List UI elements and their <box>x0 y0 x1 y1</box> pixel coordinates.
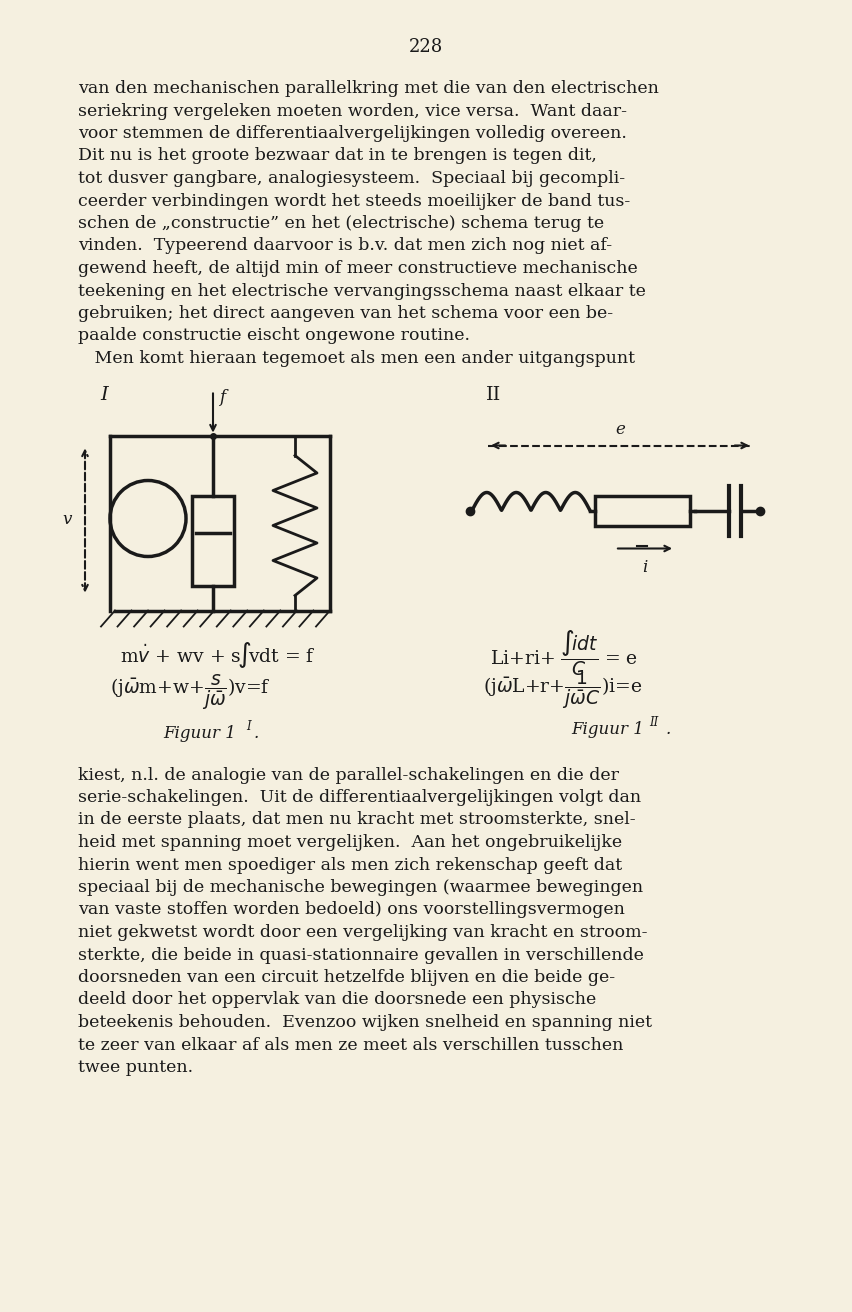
Text: I: I <box>100 386 107 404</box>
Text: Figuur 1: Figuur 1 <box>572 720 644 737</box>
Text: niet gekwetst wordt door een vergelijking van kracht en stroom-: niet gekwetst wordt door een vergelijkin… <box>78 924 648 941</box>
Text: ceerder verbindingen wordt het steeds moeilijker de band tus-: ceerder verbindingen wordt het steeds mo… <box>78 193 630 210</box>
Text: II: II <box>649 716 659 729</box>
Text: in de eerste plaats, dat men nu kracht met stroomsterkte, snel-: in de eerste plaats, dat men nu kracht m… <box>78 812 636 828</box>
Text: II: II <box>486 386 501 404</box>
Text: .: . <box>666 720 671 737</box>
Text: Li+ri+ $\dfrac{\int\!idt}{C}$ = e: Li+ri+ $\dfrac{\int\!idt}{C}$ = e <box>490 628 638 678</box>
Text: teekening en het electrische vervangingsschema naast elkaar te: teekening en het electrische vervangings… <box>78 282 646 299</box>
Text: heid met spanning moet vergelijken.  Aan het ongebruikelijke: heid met spanning moet vergelijken. Aan … <box>78 834 622 851</box>
Text: hierin went men spoediger als men zich rekenschap geeft dat: hierin went men spoediger als men zich r… <box>78 857 622 874</box>
Text: .: . <box>254 724 259 741</box>
Text: f: f <box>219 388 225 405</box>
Text: Figuur 1: Figuur 1 <box>164 724 237 741</box>
Text: 228: 228 <box>409 38 443 56</box>
Text: vinden.  Typeerend daarvoor is b.v. dat men zich nog niet af-: vinden. Typeerend daarvoor is b.v. dat m… <box>78 237 612 255</box>
Text: beteekenis behouden.  Evenzoo wijken snelheid en spanning niet: beteekenis behouden. Evenzoo wijken snel… <box>78 1014 652 1031</box>
Text: v: v <box>62 512 72 529</box>
Text: gebruiken; het direct aangeven van het schema voor een be-: gebruiken; het direct aangeven van het s… <box>78 304 613 321</box>
Text: speciaal bij de mechanische bewegingen (waarmee bewegingen: speciaal bij de mechanische bewegingen (… <box>78 879 643 896</box>
Text: deeld door het oppervlak van die doorsnede een physische: deeld door het oppervlak van die doorsne… <box>78 992 596 1009</box>
Text: van vaste stoffen worden bedoeld) ons voorstellingsvermogen: van vaste stoffen worden bedoeld) ons vo… <box>78 901 625 918</box>
Text: schen de „constructie” en het (electrische) schema terug te: schen de „constructie” en het (electrisc… <box>78 215 604 232</box>
Text: paalde constructie eischt ongewone routine.: paalde constructie eischt ongewone routi… <box>78 328 470 345</box>
Text: voor stemmen de differentiaalvergelijkingen volledig overeen.: voor stemmen de differentiaalvergelijkin… <box>78 125 627 142</box>
Text: te zeer van elkaar af als men ze meet als verschillen tusschen: te zeer van elkaar af als men ze meet al… <box>78 1036 624 1054</box>
Text: sterkte, die beide in quasi-stationnaire gevallen in verschillende: sterkte, die beide in quasi-stationnaire… <box>78 946 644 963</box>
Text: e: e <box>615 421 625 437</box>
Text: I: I <box>246 720 250 733</box>
Text: kiest, n.l. de analogie van de parallel-schakelingen en die der: kiest, n.l. de analogie van de parallel-… <box>78 766 619 783</box>
Text: twee punten.: twee punten. <box>78 1059 193 1076</box>
Text: Men komt hieraan tegemoet als men een ander uitgangspunt: Men komt hieraan tegemoet als men een an… <box>78 350 635 367</box>
Text: doorsneden van een circuit hetzelfde blijven en die beide ge-: doorsneden van een circuit hetzelfde bli… <box>78 970 615 987</box>
Bar <box>595 496 690 526</box>
Text: (j$\bar{\omega}$m+w+$\dfrac{s}{j\bar{\omega}}$)v=f: (j$\bar{\omega}$m+w+$\dfrac{s}{j\bar{\om… <box>110 673 271 712</box>
Text: i: i <box>642 559 648 576</box>
Text: Dit nu is het groote bezwaar dat in te brengen is tegen dit,: Dit nu is het groote bezwaar dat in te b… <box>78 147 597 164</box>
Text: serie-schakelingen.  Uit de differentiaalvergelijkingen volgt dan: serie-schakelingen. Uit de differentiaal… <box>78 789 641 806</box>
Text: (j$\bar{\omega}$L+r+$\dfrac{1}{j\bar{\omega}C}$)i=e: (j$\bar{\omega}$L+r+$\dfrac{1}{j\bar{\om… <box>483 669 642 711</box>
Text: van den mechanischen parallelkring met die van den electrischen: van den mechanischen parallelkring met d… <box>78 80 659 97</box>
Bar <box>192 496 234 585</box>
Text: gewend heeft, de altijd min of meer constructieve mechanische: gewend heeft, de altijd min of meer cons… <box>78 260 638 277</box>
Text: m$\dot{v}$ + wv + s$\!\int\!$vdt = f: m$\dot{v}$ + wv + s$\!\int\!$vdt = f <box>120 640 316 670</box>
Text: seriekring vergeleken moeten worden, vice versa.  Want daar-: seriekring vergeleken moeten worden, vic… <box>78 102 627 119</box>
Text: tot dusver gangbare, analogiesysteem.  Speciaal bij gecompli-: tot dusver gangbare, analogiesysteem. Sp… <box>78 171 625 188</box>
